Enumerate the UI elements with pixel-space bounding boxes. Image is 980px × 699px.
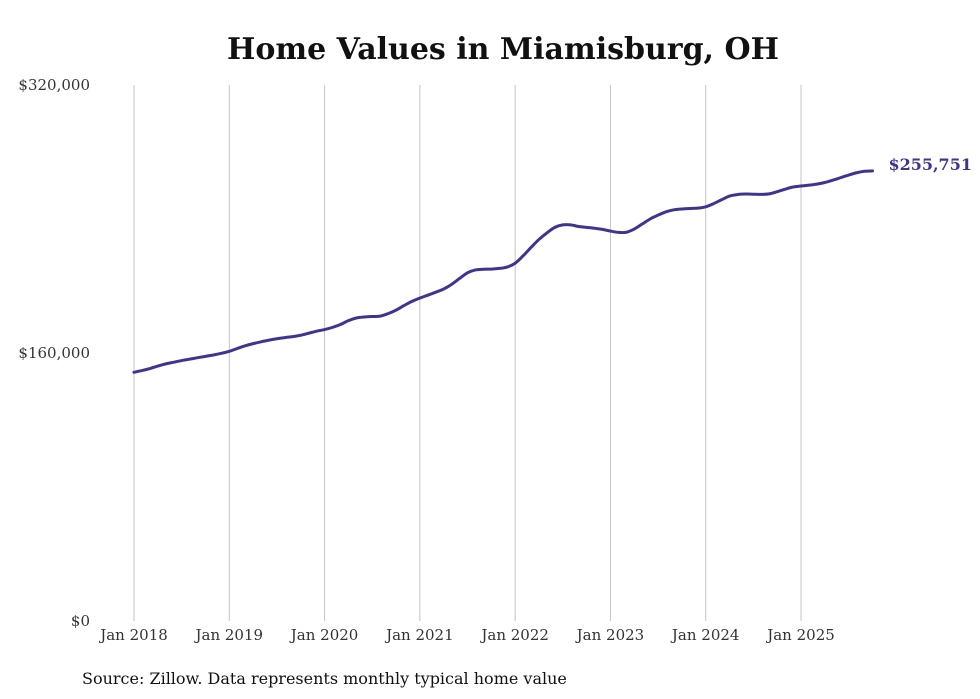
end-value-label: $255,751 bbox=[888, 155, 972, 174]
y-tick-label: $160,000 bbox=[18, 344, 90, 362]
x-tick-label: Jan 2018 bbox=[98, 626, 168, 644]
source-note: Source: Zillow. Data represents monthly … bbox=[82, 669, 567, 688]
x-tick-label: Jan 2024 bbox=[670, 626, 740, 644]
x-tick-label: Jan 2021 bbox=[384, 626, 454, 644]
y-tick-label: $0 bbox=[71, 612, 90, 630]
chart-title: Home Values in Miamisburg, OH bbox=[227, 32, 779, 67]
x-tick-label: Jan 2020 bbox=[289, 626, 359, 644]
y-axis-ticks: $0 $160,000 $320,000 bbox=[18, 76, 90, 630]
y-tick-label: $320,000 bbox=[18, 76, 90, 94]
x-tick-label: Jan 2023 bbox=[575, 626, 645, 644]
gridlines bbox=[133, 85, 802, 621]
x-axis-ticks: Jan 2018 Jan 2019 Jan 2020 Jan 2021 Jan 2022… bbox=[98, 626, 835, 644]
x-tick-label: Jan 2019 bbox=[194, 626, 264, 644]
x-tick-label: Jan 2025 bbox=[765, 626, 835, 644]
x-tick-label: Jan 2022 bbox=[479, 626, 549, 644]
series-line-home-value bbox=[132, 169, 874, 374]
